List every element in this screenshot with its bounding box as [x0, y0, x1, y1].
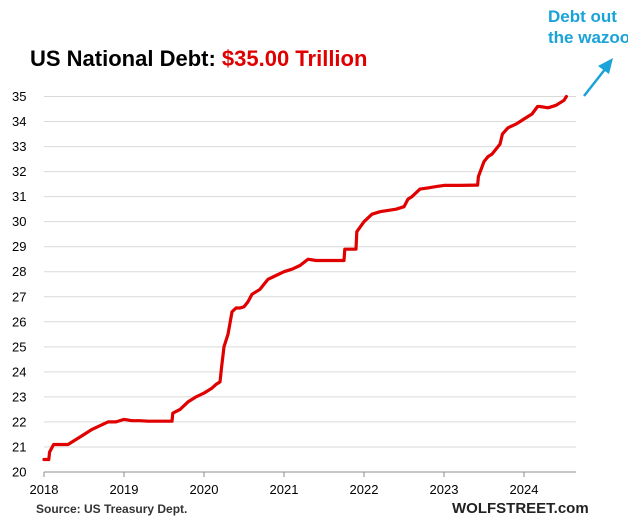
annotation-line-2: the wazoo — [548, 28, 628, 47]
source-note: Source: US Treasury Dept. — [36, 502, 188, 516]
y-tick-label-25: 25 — [12, 339, 26, 354]
annotation-arrow-group — [583, 58, 613, 97]
annotation-line-1: Debt out — [548, 7, 617, 26]
annotation-arrow-head — [598, 58, 613, 74]
series-line-0 — [42, 94, 569, 462]
y-tick-label-20: 20 — [12, 465, 26, 480]
x-tick-label-2020: 2020 — [190, 482, 219, 497]
y-tick-label-33: 33 — [12, 139, 26, 154]
gridlines — [44, 96, 576, 448]
y-tick-label-23: 23 — [12, 389, 26, 404]
y-tick-label-28: 28 — [12, 264, 26, 279]
axes — [43, 471, 576, 477]
y-tick-label-21: 21 — [12, 439, 26, 454]
y-tick-label-31: 31 — [12, 189, 26, 204]
brand-label: WOLFSTREET.com — [452, 500, 589, 517]
y-tick-label-34: 34 — [12, 114, 26, 129]
y-tick-labels: 20 21 22 23 24 25 26 27 28 29 30 31 32 33 34 35 — [12, 89, 26, 479]
x-tick-label-2024: 2024 — [510, 482, 539, 497]
y-tick-label-29: 29 — [12, 239, 26, 254]
chart-title-main: US National Debt: — [30, 46, 222, 71]
y-tick-label-27: 27 — [12, 289, 26, 304]
x-tick-label-2021: 2021 — [270, 482, 299, 497]
chart-title-value: $35.00 Trillion — [221, 46, 368, 71]
y-tick-label-30: 30 — [12, 214, 26, 229]
chart-title: US National Debt: $35.00 Trillion — [30, 46, 367, 72]
series-layer — [42, 94, 569, 462]
y-tick-label-26: 26 — [12, 314, 26, 329]
x-tick-label-2022: 2022 — [350, 482, 379, 497]
x-tick-label-2018: 2018 — [30, 482, 59, 497]
x-tick-label-2019: 2019 — [110, 482, 139, 497]
y-tick-label-24: 24 — [12, 364, 26, 379]
annotation-text: Debt out the wazoo — [548, 6, 628, 48]
x-tick-label-2023: 2023 — [430, 482, 459, 497]
annotation-arrow-shaft — [583, 67, 607, 97]
x-tick-labels: 2018 2019 2020 2021 2022 2023 2024 — [30, 482, 539, 497]
y-tick-label-35: 35 — [12, 89, 26, 104]
y-tick-label-32: 32 — [12, 164, 26, 179]
y-tick-label-22: 22 — [12, 414, 26, 429]
